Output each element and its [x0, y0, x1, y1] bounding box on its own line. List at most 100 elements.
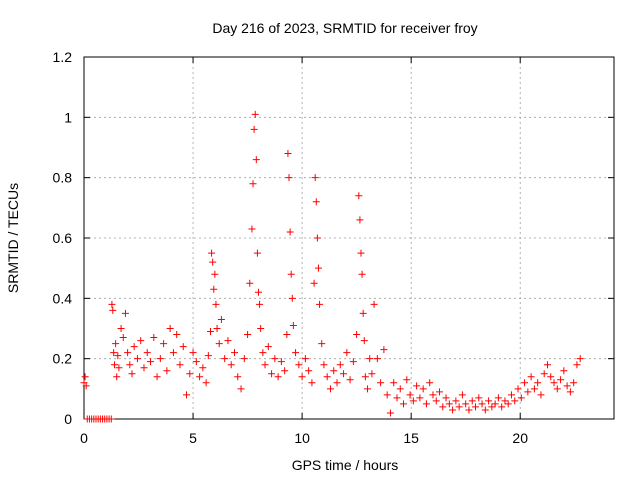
data-point	[234, 373, 242, 381]
data-point	[153, 373, 161, 381]
data-point	[566, 388, 574, 396]
data-point	[147, 358, 155, 366]
data-point	[449, 406, 457, 414]
data-point	[314, 264, 322, 272]
data-point	[264, 343, 272, 351]
data-point	[355, 192, 363, 200]
data-point	[81, 373, 89, 381]
data-point	[298, 373, 306, 381]
data-point	[485, 397, 493, 405]
data-point	[261, 361, 269, 369]
data-point	[540, 370, 548, 378]
data-point	[481, 406, 489, 414]
x-tick-label: 10	[294, 430, 310, 446]
data-point	[292, 349, 300, 357]
data-point	[573, 361, 581, 369]
data-point	[340, 370, 348, 378]
data-point	[386, 409, 394, 417]
data-point	[259, 349, 267, 357]
data-point	[373, 355, 381, 363]
data-point	[199, 364, 207, 372]
x-tick-labels: 0 5 10 15 20	[80, 430, 528, 446]
data-point	[196, 373, 204, 381]
y-tick-label: 0	[64, 411, 72, 427]
data-point	[173, 331, 181, 339]
y-tick-label: 0.2	[53, 351, 73, 367]
data-point	[409, 397, 417, 405]
x-tick-label: 15	[403, 430, 419, 446]
data-point	[323, 373, 331, 381]
data-point	[534, 379, 542, 387]
data-point	[498, 403, 506, 411]
data-point	[494, 394, 502, 402]
data-point	[530, 385, 538, 393]
data-point	[248, 225, 256, 233]
data-point	[254, 288, 262, 296]
data-point	[113, 373, 121, 381]
data-point	[227, 361, 235, 369]
data-point	[336, 361, 344, 369]
data-point	[179, 343, 187, 351]
data-point	[563, 382, 571, 390]
data-point	[478, 400, 486, 408]
data-point	[429, 391, 437, 399]
data-point	[166, 325, 174, 332]
data-point	[246, 279, 254, 287]
data-point	[150, 334, 158, 342]
data-point	[128, 370, 136, 378]
data-point	[133, 355, 141, 363]
data-point	[111, 361, 119, 369]
data-point	[140, 364, 148, 372]
data-point	[313, 234, 321, 242]
data-point	[504, 400, 512, 408]
y-tick-label: 0.8	[53, 170, 73, 186]
tick-layer	[83, 56, 614, 420]
data-point	[240, 355, 248, 363]
data-point	[537, 391, 545, 399]
data-point	[400, 400, 408, 408]
data-point	[358, 270, 366, 278]
data-point	[413, 382, 421, 390]
grid-layer	[84, 57, 614, 419]
data-point	[224, 337, 232, 345]
data-point	[160, 340, 168, 348]
data-point	[221, 355, 229, 363]
data-point	[570, 379, 578, 387]
data-point	[380, 346, 388, 354]
data-point	[462, 400, 470, 408]
data-point	[501, 397, 509, 405]
data-point	[547, 373, 555, 381]
data-point	[403, 376, 411, 384]
data-point	[183, 391, 191, 399]
data-point	[326, 385, 334, 393]
data-point	[176, 361, 184, 369]
data-point	[349, 358, 357, 366]
data-point	[213, 325, 221, 332]
data-point	[524, 388, 532, 396]
data-point	[550, 379, 558, 387]
data-point	[114, 352, 122, 360]
data-point	[301, 355, 309, 363]
data-point	[442, 394, 450, 402]
data-point	[249, 180, 257, 188]
data-point	[287, 270, 295, 278]
data-point	[252, 156, 260, 164]
data-point	[521, 379, 529, 387]
x-tick-label: 20	[512, 430, 528, 446]
y-tick-label: 0.6	[53, 230, 73, 246]
data-point	[192, 358, 200, 366]
data-point	[289, 321, 297, 329]
data-point	[109, 306, 117, 314]
data-point	[527, 373, 535, 381]
data-point	[310, 279, 318, 287]
data-point	[305, 367, 313, 375]
data-point	[110, 349, 118, 357]
data-point	[491, 400, 499, 408]
data-point	[257, 325, 265, 332]
y-axis-title: SRMTID / TECUs	[5, 183, 21, 293]
data-point	[256, 300, 264, 308]
data-point	[511, 397, 519, 405]
data-point	[169, 349, 177, 357]
data-point	[207, 328, 215, 336]
data-point	[318, 340, 326, 348]
